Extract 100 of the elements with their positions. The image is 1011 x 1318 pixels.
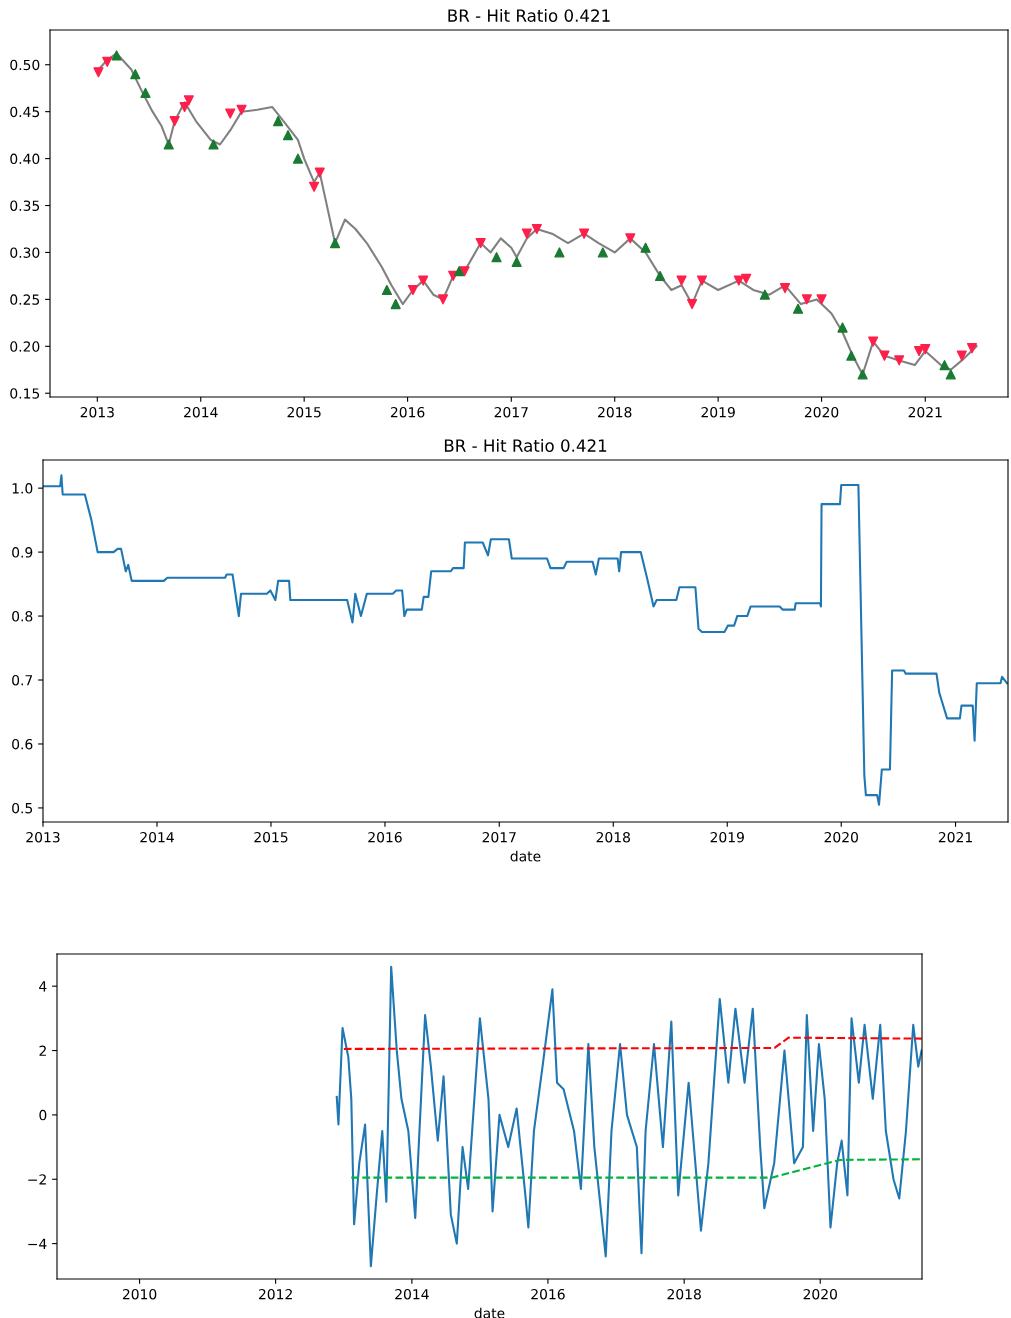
point [475, 237, 486, 249]
y-tick-label: 0.30 [10, 247, 40, 258]
point [792, 303, 804, 314]
x-tick-label: 2018 [598, 406, 632, 418]
point [511, 256, 522, 267]
point [920, 344, 931, 355]
point [308, 181, 320, 192]
point [282, 130, 294, 141]
point [597, 247, 608, 258]
point [454, 266, 465, 277]
chart-title: BR - Hit Ratio 0.421 [444, 439, 607, 452]
point [314, 167, 325, 178]
x-tick-label: 2016 [368, 831, 402, 843]
point [491, 252, 502, 263]
point [879, 350, 890, 361]
x-axis-title: date [510, 850, 541, 862]
point [733, 275, 744, 286]
x-tick-label: 2019 [710, 831, 744, 843]
y-tick-label: 0.20 [10, 341, 40, 352]
y-tick-label: 4 [39, 981, 47, 992]
point [686, 298, 698, 310]
x-tick-label: 2021 [908, 406, 942, 418]
point [459, 266, 470, 277]
x-tick-label: 2016 [390, 406, 425, 418]
point [225, 108, 236, 119]
point [179, 101, 190, 113]
line-series [342, 1036, 922, 1050]
x-tick-label: 2020 [804, 406, 839, 418]
point [183, 95, 194, 106]
x-tick-label: 2012 [258, 1288, 292, 1300]
x-tick-label: 2015 [254, 831, 288, 843]
point [654, 270, 666, 282]
x-tick-label: 2017 [482, 831, 516, 843]
x-tick-label: 2013 [80, 406, 114, 418]
x-tick-label: 2010 [122, 1288, 157, 1300]
point [625, 233, 636, 244]
point [945, 369, 956, 380]
x-tick-label: 2018 [596, 831, 630, 843]
x-tick-label: 2014 [140, 831, 174, 843]
point [857, 369, 868, 380]
point [741, 273, 752, 284]
y-tick-label: 0.5 [12, 802, 33, 814]
point [759, 289, 770, 300]
point [579, 228, 590, 239]
point [846, 350, 857, 361]
point [894, 355, 905, 366]
point [208, 139, 219, 150]
x-tick-label: 2014 [184, 406, 218, 418]
point [779, 283, 791, 294]
point [111, 50, 122, 61]
point [381, 284, 392, 296]
point [554, 247, 565, 258]
x-tick-label: 2016 [531, 1288, 565, 1300]
y-tick-label: 0.9 [12, 547, 33, 558]
point [640, 242, 651, 253]
point [956, 350, 967, 361]
point [140, 87, 151, 98]
y-tick-label: −4 [28, 1238, 47, 1249]
y-tick-label: 0.7 [12, 674, 33, 686]
y-tick-label: 0.8 [12, 611, 33, 622]
point [966, 343, 978, 354]
y-tick-label: 0.45 [10, 106, 40, 118]
y-tick-label: 0 [39, 1109, 47, 1121]
point [868, 336, 879, 347]
y-tick-label: −2 [28, 1174, 46, 1185]
x-tick-label: 2020 [803, 1288, 837, 1300]
y-tick-label: 0.50 [10, 59, 40, 71]
x-tick-label: 2019 [701, 406, 735, 418]
point [292, 153, 304, 164]
x-tick-label: 2017 [494, 406, 528, 418]
x-tick-label: 2014 [395, 1288, 429, 1300]
point [169, 115, 180, 127]
point [531, 223, 542, 235]
point [390, 298, 401, 310]
x-tick-label: 2020 [824, 831, 858, 843]
point [676, 275, 687, 286]
x-tick-label: 2015 [287, 406, 321, 418]
point [329, 237, 341, 249]
y-tick-label: 0.25 [10, 294, 40, 305]
point [418, 275, 429, 286]
point [130, 69, 141, 80]
x-axis-title: date [474, 1307, 505, 1318]
x-tick-label: 2013 [26, 831, 60, 843]
point [273, 115, 284, 127]
point [837, 322, 848, 333]
point [801, 294, 812, 305]
point [93, 67, 104, 78]
chart-title: BR - Hit Ratio 0.421 [448, 9, 610, 22]
x-tick-label: 2018 [667, 1288, 701, 1300]
line-series [43, 474, 1008, 806]
point [696, 275, 708, 286]
x-tick-label: 2021 [938, 831, 972, 843]
y-tick-label: 0.40 [10, 153, 40, 165]
point [407, 284, 419, 296]
point [102, 56, 113, 68]
y-tick-label: 0.35 [10, 200, 40, 211]
y-tick-label: 0.6 [12, 738, 33, 750]
point [939, 360, 950, 371]
point [236, 104, 247, 115]
point [521, 228, 532, 239]
